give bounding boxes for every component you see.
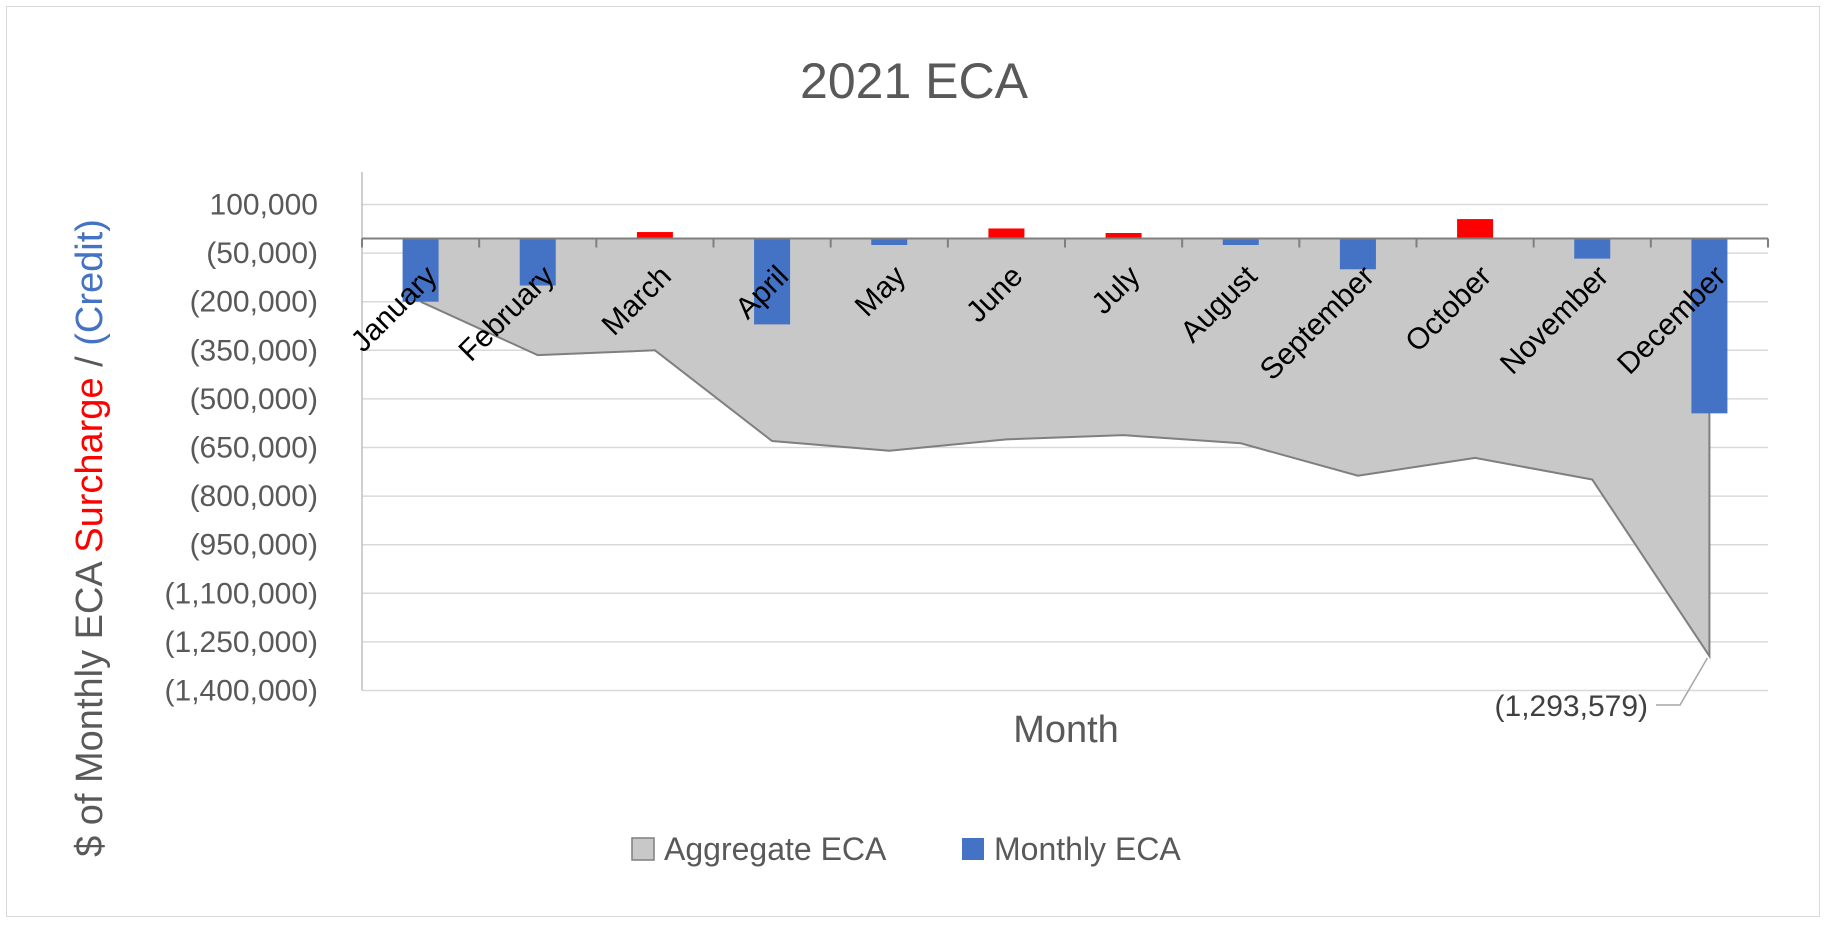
x-category-label-january: January	[345, 260, 444, 359]
x-axis-title: Month	[1013, 709, 1119, 751]
y-tick-label: (350,000)	[190, 334, 318, 367]
monthly-bar-november	[1574, 238, 1611, 259]
monthly-bar-february	[519, 238, 556, 286]
legend-swatch-aggregate	[631, 837, 655, 861]
legend-swatch-monthly	[962, 838, 984, 860]
monthly-bar-january	[402, 238, 439, 302]
y-tick-label: (650,000)	[190, 432, 318, 465]
monthly-bar-september	[1339, 238, 1376, 270]
annotation-final-aggregate: (1,293,579)	[1495, 690, 1648, 723]
y-tick-label: (800,000)	[190, 480, 318, 513]
monthly-bar-april	[754, 238, 791, 325]
annotation-leader	[1656, 657, 1709, 706]
y-tick-label: (200,000)	[190, 286, 318, 319]
y-tick-label: (1,100,000)	[165, 577, 318, 610]
y-tick-label: (1,400,000)	[165, 675, 318, 708]
monthly-bar-august	[1222, 238, 1259, 245]
monthly-bar-december	[1691, 238, 1728, 414]
monthly-bar-march	[636, 232, 673, 239]
aggregate-line	[420, 238, 1711, 660]
y-tick-label: (1,250,000)	[165, 626, 318, 659]
y-axis-title: $ of Monthly ECA Surcharge / (Credit)	[69, 219, 111, 857]
y-tick-label: 100,000	[210, 189, 318, 222]
y-axis-title-part-2: /	[69, 346, 111, 378]
monthly-bar-july	[1105, 233, 1142, 239]
chart-title: 2021 ECA	[800, 53, 1029, 109]
y-tick-label: (500,000)	[190, 383, 318, 416]
y-axis-title-part-0: $ of Monthly ECA	[69, 553, 111, 857]
legend-label-aggregate: Aggregate ECA	[664, 831, 887, 867]
y-tick-label: (50,000)	[206, 237, 318, 270]
y-tick-label: (950,000)	[190, 529, 318, 562]
monthly-bar-october	[1457, 219, 1494, 239]
y-axis-title-part-3: (Credit)	[69, 219, 111, 346]
aggregate-area	[420, 238, 1710, 657]
monthly-bar-may	[871, 238, 908, 245]
legend-label-monthly: Monthly ECA	[994, 831, 1181, 867]
y-axis-title-part-1: Surcharge	[69, 377, 111, 552]
monthly-bar-june	[988, 228, 1025, 239]
